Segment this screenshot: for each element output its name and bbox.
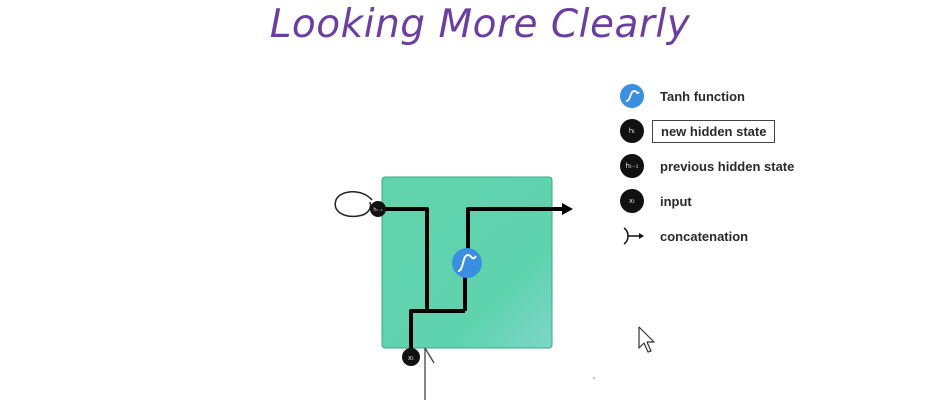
h-t-1-dot-icon: hₜ₋₁ bbox=[618, 152, 646, 180]
data-flow-lines bbox=[380, 207, 562, 357]
legend-item-previous-hidden-state: hₜ₋₁ previous hidden state bbox=[618, 152, 794, 180]
legend-label-new-hidden-state: new hidden state bbox=[652, 119, 776, 143]
legend-item-input: xₜ input bbox=[618, 187, 692, 215]
legend-item-new-hidden-state: hₜ new hidden state bbox=[618, 117, 776, 145]
tanh-to-output bbox=[466, 207, 562, 250]
h-prev-path bbox=[380, 207, 429, 309]
x-input-node bbox=[402, 348, 420, 366]
h-prev-symbol: hₜ₋₁ bbox=[373, 207, 382, 213]
tanh-curve bbox=[457, 253, 477, 272]
h-t-dot-icon: hₜ bbox=[618, 117, 646, 145]
legend-label-input: input bbox=[660, 193, 692, 209]
output-arrowhead bbox=[562, 203, 573, 215]
concatenation-icon bbox=[618, 222, 646, 250]
annotation-loop bbox=[334, 191, 373, 218]
slide-title: Looking More Clearly bbox=[269, 2, 691, 47]
legend-label-previous-hidden-state: previous hidden state bbox=[660, 158, 795, 174]
input-tick bbox=[424, 347, 435, 364]
x-t-dot-icon: xₜ bbox=[618, 187, 646, 215]
legend-item-tanh: Tanh function bbox=[618, 82, 745, 110]
legend-item-concatenation: concatenation bbox=[618, 222, 748, 250]
x-input-path bbox=[409, 309, 465, 357]
stray-mark bbox=[593, 377, 595, 379]
mouse-cursor-icon bbox=[638, 326, 655, 353]
tanh-node bbox=[452, 248, 482, 278]
tanh-icon bbox=[618, 82, 646, 110]
h-prev-node bbox=[370, 201, 386, 217]
legend-label-concatenation: concatenation bbox=[660, 228, 749, 244]
x-input-symbol: xₜ bbox=[408, 354, 414, 362]
legend-label-tanh: Tanh function bbox=[660, 88, 745, 104]
